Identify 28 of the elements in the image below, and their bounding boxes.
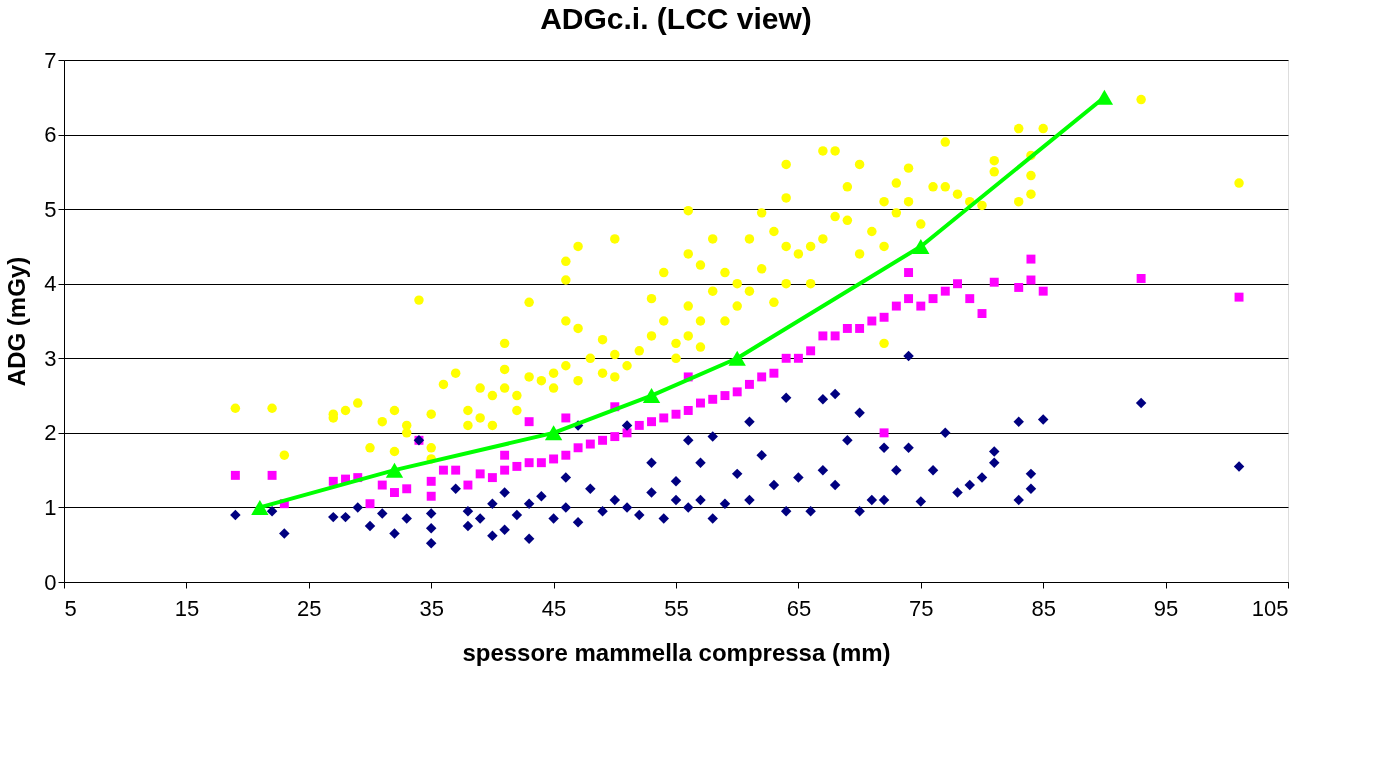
y-tick-label: 6 [44,122,57,148]
x-tick-label: 85 [1031,595,1056,621]
x-tick-label: 75 [909,595,934,621]
y-tick-label: 5 [44,196,57,222]
point [544,425,563,441]
y-tick-label: 1 [44,494,57,520]
x-tick-label: 35 [419,595,444,621]
y-tick-label: 4 [44,271,57,297]
x-tick-label: 65 [786,595,812,621]
point [728,350,746,366]
point [251,499,269,515]
chart-title: ADGc.i. (LCC view) [540,2,812,35]
x-tick-label: 45 [541,595,567,621]
y-axis-title: ADG (mGy) [3,256,31,387]
point [642,388,661,404]
y-tick-label: 2 [44,420,57,446]
point [385,462,404,478]
y-tick-label: 3 [44,345,57,371]
y-tick-label: 7 [44,47,57,73]
y-tick-label: 0 [44,569,57,595]
x-tick-label: 95 [1153,595,1179,621]
x-tick-label: 5 [64,595,77,621]
x-tick-label: 105 [1251,595,1289,621]
x-tick-label: 55 [664,595,689,621]
x-tick-label: 15 [174,595,200,621]
x-axis-title: spessore mammella compressa (mm) [462,638,891,666]
point [912,238,930,254]
x-tick-label: 25 [297,595,322,621]
